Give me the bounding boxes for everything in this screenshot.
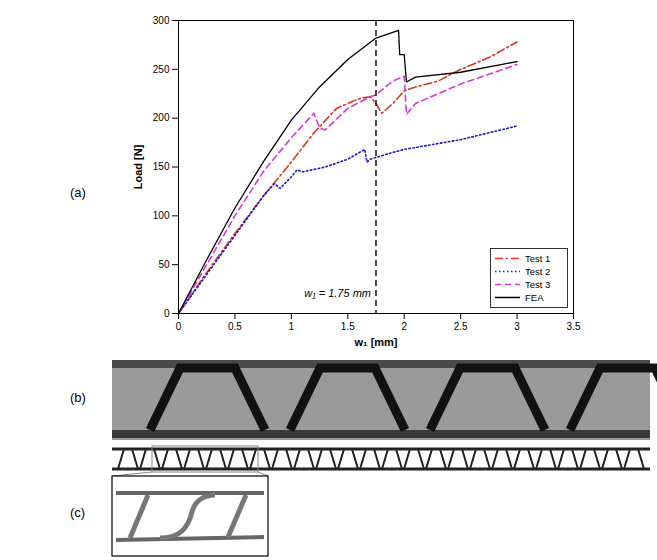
svg-text:Test 3: Test 3: [525, 279, 550, 290]
svg-text:3: 3: [514, 321, 520, 332]
svg-text:Load [N]: Load [N]: [132, 144, 144, 189]
svg-text:Test 2: Test 2: [525, 266, 550, 277]
svg-text:0: 0: [164, 308, 170, 319]
svg-text:50: 50: [158, 259, 170, 270]
svg-text:3.5: 3.5: [567, 321, 581, 332]
svg-text:0.5: 0.5: [228, 321, 242, 332]
svg-text:1.5: 1.5: [341, 321, 355, 332]
svg-text:0: 0: [176, 321, 182, 332]
svg-text:1: 1: [289, 321, 295, 332]
html-text:(b): (b): [70, 390, 86, 405]
html-text:(a): (a): [70, 185, 86, 200]
svg-text:Test 1: Test 1: [525, 253, 550, 264]
svg-text:300: 300: [153, 15, 170, 26]
svg-text:2.5: 2.5: [454, 321, 468, 332]
svg-text:200: 200: [153, 112, 170, 123]
svg-text:100: 100: [153, 210, 170, 221]
svg-text:w₁ [mm]: w₁ [mm]: [353, 336, 397, 348]
svg-text:150: 150: [153, 161, 170, 172]
html-text:(c): (c): [70, 505, 86, 520]
svg-text:FEA: FEA: [525, 292, 544, 303]
svg-text:250: 250: [153, 64, 170, 75]
svg-text:w₁ = 1.75 mm: w₁ = 1.75 mm: [304, 287, 371, 299]
svg-text:2: 2: [401, 321, 407, 332]
